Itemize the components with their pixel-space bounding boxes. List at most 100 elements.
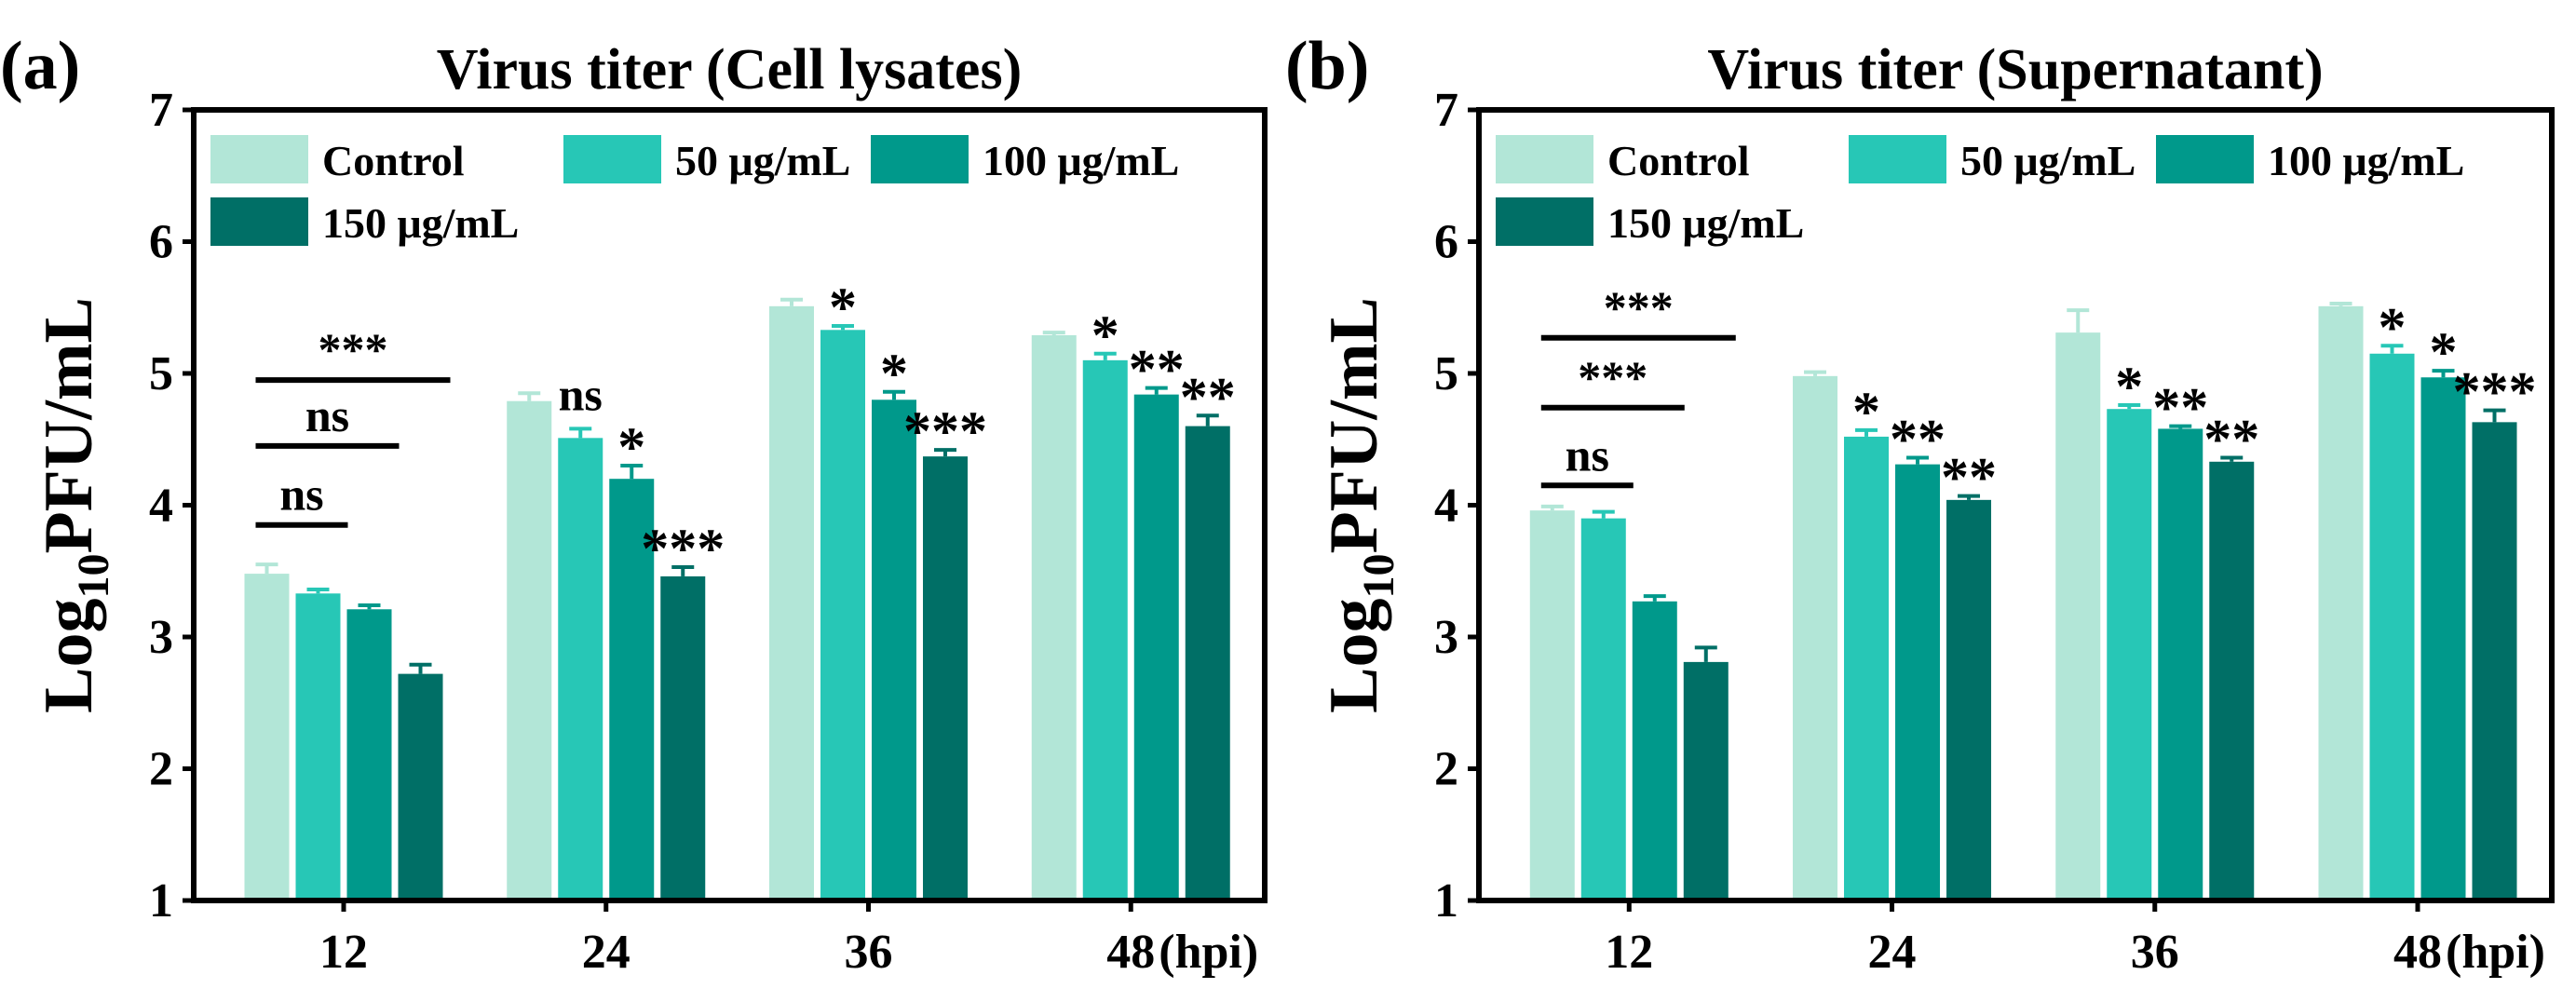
significance-label: * [2430, 321, 2458, 383]
y-tick-label: 4 [149, 480, 173, 533]
significance-label: *** [319, 323, 388, 375]
significance-label: * [829, 277, 857, 338]
significance-label: *** [2453, 361, 2537, 423]
bar-100-g-ml [609, 479, 655, 900]
y-tick-label: 5 [149, 347, 173, 400]
bar-50-g-ml [1844, 436, 1890, 900]
y-axis-label-unit: PFU/mL [31, 297, 107, 553]
legend-label: 100 μg/mL [983, 137, 1179, 184]
bar-150-g-ml [1946, 499, 1992, 900]
y-axis-label-main: Log [31, 599, 107, 713]
significance-label: * [617, 416, 645, 478]
bar-control [507, 400, 552, 901]
significance-label: ** [1890, 409, 1946, 470]
significance-label: ** [2152, 377, 2208, 439]
x-tick-label: 48 [2393, 926, 2442, 979]
x-tick-label: 24 [1868, 926, 1917, 979]
significance-label: ** [1129, 339, 1185, 400]
y-axis-label: Log10PFU/mL [1316, 297, 1403, 713]
bar-control [2318, 305, 2364, 901]
bar-100-g-ml [346, 609, 392, 900]
significance-label: ** [2203, 409, 2259, 470]
legend-label: Control [1607, 137, 1750, 184]
bar-150-g-ml [1683, 661, 1729, 900]
bar-100-g-ml [1632, 601, 1677, 900]
bar-150-g-ml [923, 456, 968, 900]
y-tick-label: 3 [1434, 611, 1458, 664]
legend-swatch [871, 135, 969, 183]
significance-label: ns [305, 389, 349, 441]
y-tick-label: 1 [1434, 874, 1458, 928]
legend-label: 100 μg/mL [2268, 137, 2464, 184]
bar-150-g-ml [660, 575, 706, 900]
significance-label: * [1091, 305, 1119, 366]
y-tick-label: 2 [149, 743, 173, 796]
legend-swatch [563, 135, 661, 183]
y-tick-label: 2 [1434, 743, 1458, 796]
x-tick-label: 12 [319, 926, 368, 979]
y-tick-label: 5 [1434, 347, 1458, 400]
y-tick-label: 7 [1434, 84, 1458, 137]
y-tick-label: 1 [149, 874, 173, 928]
chart-title: Virus titer (Supernatant) [1707, 38, 2323, 102]
bar-control [1529, 510, 1575, 900]
bar-control [244, 574, 290, 900]
y-axis-label-subscript: 10 [69, 554, 118, 599]
bar-150-g-ml [2472, 422, 2517, 901]
x-tick-label: 24 [582, 926, 630, 979]
significance-label: *** [1578, 351, 1647, 403]
significance-label: * [2115, 356, 2143, 417]
x-tick-label: 12 [1605, 926, 1653, 979]
x-tick-label: 36 [845, 926, 893, 979]
bar-100-g-ml [1895, 464, 1941, 900]
significance-label: * [1852, 381, 1880, 442]
y-axis-label-main: Log [1316, 599, 1392, 713]
legend-swatch [210, 135, 308, 183]
x-axis-unit: (hpi) [1159, 926, 1258, 979]
significance-label: *** [641, 518, 725, 579]
legend-label: 150 μg/mL [322, 199, 519, 247]
panel-b: (b) Virus titer (Supernatant) Log10PFU/mL 1… [1285, 28, 2555, 979]
significance-label: * [2379, 296, 2407, 358]
y-axis-label: Log10PFU/mL [31, 297, 118, 713]
y-axis-label-unit: PFU/mL [1316, 297, 1392, 553]
bar-50-g-ml [2369, 353, 2415, 900]
bar-150-g-ml [2209, 461, 2255, 900]
bar-50-g-ml [2107, 409, 2152, 901]
bar-control [1031, 334, 1077, 901]
legend-swatch [1496, 197, 1593, 246]
y-tick-label: 3 [149, 611, 173, 664]
bar-50-g-ml [1580, 518, 1626, 900]
bar-100-g-ml [2158, 428, 2203, 900]
bar-150-g-ml [1185, 426, 1230, 900]
bar-100-g-ml [1133, 394, 1179, 900]
significance-label: ** [1180, 366, 1236, 427]
x-tick-label: 48 [1106, 926, 1155, 979]
y-tick-label: 6 [149, 216, 173, 269]
bar-control [769, 305, 814, 901]
bar-control [2055, 332, 2101, 900]
panel-label: (b) [1285, 28, 1369, 104]
legend-label: Control [322, 137, 465, 184]
x-axis-unit: (hpi) [2446, 926, 2545, 979]
bar-50-g-ml [295, 593, 341, 900]
bar-50-g-ml [558, 438, 603, 900]
y-tick-label: 6 [1434, 216, 1458, 269]
legend-swatch [2156, 135, 2254, 183]
plot-frame [191, 107, 1268, 903]
significance-label: ** [1941, 447, 1997, 508]
y-tick-label: 7 [149, 84, 173, 137]
bar-50-g-ml [820, 330, 865, 900]
panel-a: (a) Virus titer (Cell lysates) Log10PFU/mL… [0, 28, 1268, 979]
plot-frame [1476, 107, 2555, 903]
bar-100-g-ml [872, 399, 916, 900]
significance-label: *** [1604, 281, 1674, 333]
chart-title: Virus titer (Cell lysates) [437, 38, 1022, 102]
bar-100-g-ml [2420, 377, 2466, 900]
significance-label: ns [279, 468, 323, 521]
bar-50-g-ml [1082, 359, 1128, 901]
legend-swatch [1849, 135, 1946, 183]
legend-label: 50 μg/mL [675, 137, 850, 184]
y-tick-label: 4 [1434, 480, 1458, 533]
x-tick-label: 36 [2131, 926, 2179, 979]
